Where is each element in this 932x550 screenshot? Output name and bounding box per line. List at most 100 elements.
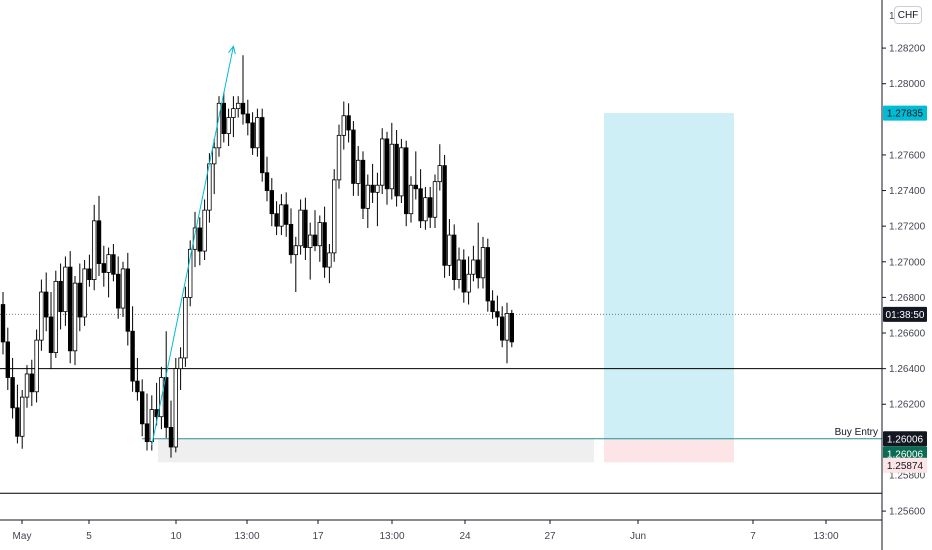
- y-tick-label: 1.26800: [889, 293, 926, 304]
- stop-under-label: 1.25800: [889, 470, 926, 481]
- profit-zone: [604, 113, 734, 439]
- countdown-badge-bg: [883, 306, 927, 322]
- x-tick-label: 5: [86, 531, 92, 542]
- candle-body: [437, 165, 442, 183]
- candle-body: [0, 304, 6, 343]
- candle-body: [375, 184, 380, 193]
- candle-body: [298, 209, 303, 247]
- candle-body: [269, 190, 274, 215]
- entry-price-badge: 1.26006: [887, 434, 924, 445]
- candle-body: [423, 197, 428, 222]
- candle-body: [15, 407, 20, 437]
- x-tick-label: 24: [459, 531, 471, 542]
- candle-body: [240, 102, 246, 115]
- candle-body: [274, 213, 279, 227]
- candle-body: [245, 113, 250, 124]
- candle-body: [235, 102, 241, 110]
- candle-body: [106, 254, 111, 273]
- candle-body: [116, 273, 121, 309]
- candle-body: [384, 138, 390, 190]
- x-tick-label: 10: [170, 531, 182, 542]
- candle-body: [34, 339, 39, 393]
- y-tick-label: 1.27000: [889, 257, 926, 268]
- candle-body: [19, 396, 25, 437]
- candle-body: [355, 159, 361, 184]
- current-price-badge: 1.26006: [887, 449, 924, 460]
- x-tick-label: May: [13, 531, 32, 542]
- candle-body: [82, 268, 87, 318]
- trend-line: [151, 46, 234, 446]
- candle-body: [173, 368, 178, 448]
- candle-body: [211, 147, 217, 165]
- candle-body: [221, 102, 226, 134]
- candle-body: [63, 266, 68, 313]
- candle-body: [466, 273, 471, 293]
- candle-body: [451, 234, 457, 280]
- y-tick-label: 1.27400: [889, 186, 926, 197]
- x-tick-label: 17: [312, 531, 324, 542]
- candle-body: [53, 280, 58, 354]
- candle-body: [279, 204, 284, 227]
- candle-body: [336, 134, 342, 181]
- candle-body: [226, 117, 231, 134]
- candle-body: [360, 159, 366, 209]
- candle-body: [327, 252, 332, 268]
- candle-body: [432, 181, 438, 218]
- y-tick-label: 1.27200: [889, 222, 926, 233]
- candle-body: [312, 234, 318, 247]
- candle-body: [427, 197, 433, 218]
- candle-body: [187, 248, 193, 298]
- x-tick-label: 27: [544, 531, 556, 542]
- demand-zone: [158, 438, 594, 463]
- candle-body: [495, 311, 500, 318]
- candle-body: [499, 316, 505, 341]
- candle-body: [44, 291, 49, 318]
- candle-body: [485, 247, 490, 302]
- candle-body: [413, 184, 418, 190]
- candle-body: [92, 220, 97, 280]
- candle-body: [346, 115, 351, 131]
- candle-body: [461, 259, 466, 293]
- entry-label: Buy Entry: [835, 427, 878, 438]
- y-tick-label: 1.25600: [889, 507, 926, 518]
- candle-body: [509, 313, 514, 343]
- x-tick-label: Jun: [630, 531, 646, 542]
- target-price-badge-bg: [883, 105, 927, 121]
- candle-body: [197, 227, 202, 252]
- currency-button[interactable]: CHF: [894, 6, 922, 24]
- candle-body: [259, 117, 265, 174]
- candle-body: [399, 147, 404, 197]
- stop-zone: [604, 438, 734, 463]
- candle-body: [149, 409, 154, 443]
- trend-arrow-icon: [228, 45, 236, 55]
- candle-body: [331, 179, 337, 254]
- y-tick-label: 1.27600: [889, 150, 926, 161]
- candle-body: [58, 280, 63, 313]
- candle-body: [87, 268, 92, 280]
- countdown-badge: 01:38:50: [886, 310, 925, 321]
- x-tick-label: 13:00: [813, 531, 838, 542]
- candle-body: [163, 377, 169, 428]
- candle-body: [101, 263, 106, 273]
- candle-body: [72, 282, 78, 352]
- candle-body: [408, 184, 414, 215]
- candle-body: [471, 259, 476, 275]
- candle-body: [111, 254, 116, 275]
- stop-price-badge: 1.25874: [887, 461, 924, 472]
- x-tick-label: 7: [750, 531, 756, 542]
- candle-body: [130, 330, 135, 382]
- candle-body: [442, 165, 447, 266]
- candle-body: [341, 115, 346, 136]
- candle-body: [39, 291, 44, 341]
- candle-body: [288, 223, 294, 256]
- candle-body: [183, 296, 188, 359]
- candle-body: [24, 373, 30, 398]
- candle-body: [255, 117, 260, 149]
- candle-body: [29, 373, 34, 393]
- candle-body: [125, 268, 130, 332]
- candle-body: [5, 341, 10, 378]
- candle-body: [480, 247, 486, 279]
- candle-body: [68, 266, 73, 352]
